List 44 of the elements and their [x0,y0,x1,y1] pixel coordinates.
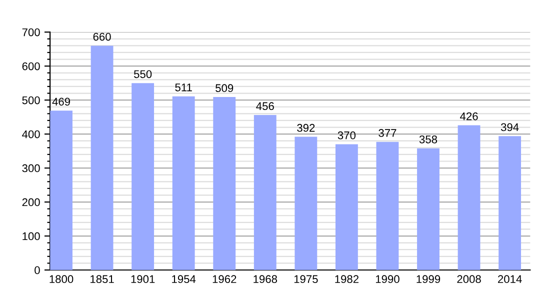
x-tick-label: 1982 [335,275,359,284]
bar [498,136,522,270]
bar [213,97,236,270]
data-label: 392 [297,124,315,132]
x-tick-label: 1901 [131,275,155,284]
bar [376,142,399,270]
bar [335,144,358,270]
bar [417,148,440,270]
y-tick-label: 600 [22,62,40,70]
data-label: 377 [378,129,396,137]
x-tick-label: 2008 [457,275,481,284]
x-tick-label: 1990 [376,275,400,284]
bar [254,115,276,270]
x-tick-label: 2014 [498,275,522,284]
x-tick-label: 1954 [172,275,196,284]
x-tick-label: 1962 [212,275,236,284]
data-label: 550 [134,70,152,78]
data-label: 394 [500,123,519,132]
y-tick-label: 400 [22,130,40,138]
x-tick-label: 1975 [294,275,318,284]
x-tick-label: 1968 [254,275,278,284]
y-tick-label: 200 [22,198,40,206]
y-tick-label: 100 [22,232,40,240]
bar [294,136,318,270]
data-label: 469 [52,98,70,106]
data-label: 358 [419,135,438,144]
y-tick-label: 0 [34,266,40,274]
data-label: 370 [338,131,356,140]
data-label: 511 [175,84,192,92]
x-tick-label: 1800 [50,275,74,284]
y-tick-label: 700 [22,28,40,36]
data-label: 426 [460,112,478,120]
bar [172,96,195,270]
x-tick-label: 1851 [90,275,114,284]
bar [458,125,480,270]
x-tick-label: 1999 [416,275,440,284]
bar [50,110,72,270]
data-label: 509 [216,84,234,92]
bar [90,46,114,270]
bar [132,83,154,270]
data-label: 660 [93,32,111,41]
y-tick-label: 300 [22,164,40,172]
y-tick-label: 500 [22,96,40,104]
data-label: 456 [256,102,274,110]
